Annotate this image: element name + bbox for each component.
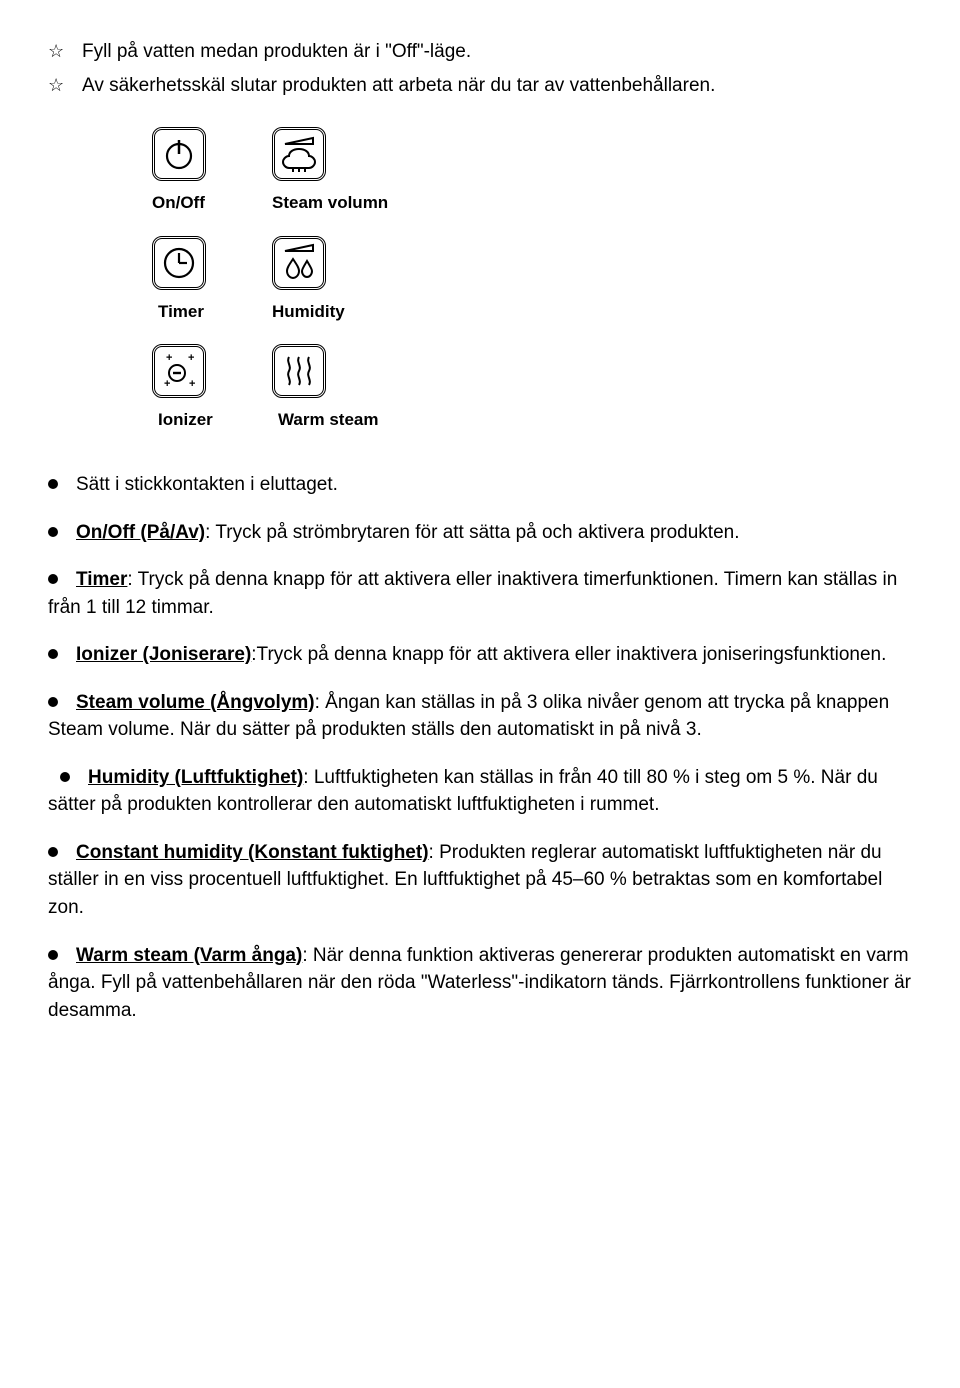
list-item: On/Off (På/Av): Tryck på strömbrytaren f…	[48, 519, 912, 547]
svg-text:+: +	[166, 352, 172, 364]
item-bold: Constant humidity (Konstant fuktighet)	[76, 842, 429, 863]
item-bold: Timer	[76, 569, 127, 590]
bullet-icon	[48, 649, 58, 659]
ionizer-icon: + + + +	[152, 344, 206, 398]
power-icon	[152, 127, 206, 181]
item-bold: Steam volume (Ångvolym)	[76, 692, 315, 713]
svg-text:+: +	[164, 378, 170, 390]
icon-label: Warm steam	[278, 408, 392, 433]
list-item: Steam volume (Ångvolym): Ångan kan ställ…	[48, 689, 912, 744]
list-item: Ionizer (Joniserare):Tryck på denna knap…	[48, 641, 912, 669]
svg-text:+: +	[189, 378, 195, 390]
bullet-icon	[48, 950, 58, 960]
bullet-icon	[48, 479, 58, 489]
item-text: : Tryck på denna knapp för att aktivera …	[48, 569, 897, 618]
icon-label: Timer	[158, 300, 272, 325]
warm-steam-icon	[272, 344, 326, 398]
button-icon-grid: On/Off Steam volumn Timer Humidity	[152, 127, 912, 447]
svg-text:+: +	[188, 352, 194, 364]
list-item: Sätt i stickkontakten i eluttaget.	[48, 471, 912, 499]
list-item: Timer: Tryck på denna knapp för att akti…	[48, 566, 912, 621]
list-item: Warm steam (Varm ånga): När denna funkti…	[48, 942, 912, 1025]
steam-volume-icon	[272, 127, 326, 181]
item-text: Sätt i stickkontakten i eluttaget.	[76, 474, 338, 495]
bullet-icon	[48, 697, 58, 707]
item-bold: Humidity (Luftfuktighet)	[88, 767, 303, 788]
icon-label: Ionizer	[158, 408, 272, 433]
icon-label: On/Off	[152, 191, 272, 216]
star-text: Fyll på vatten medan produkten är i "Off…	[82, 38, 912, 66]
star-text: Av säkerhetsskäl slutar produkten att ar…	[82, 72, 912, 100]
bullet-icon	[60, 772, 70, 782]
timer-icon	[152, 236, 206, 290]
icon-label: Humidity	[272, 300, 392, 325]
humidity-icon	[272, 236, 326, 290]
star-bullet: ☆	[48, 38, 82, 66]
bullet-icon	[48, 574, 58, 584]
star-item: ☆ Fyll på vatten medan produkten är i "O…	[48, 38, 912, 66]
star-bullet: ☆	[48, 72, 82, 100]
bullet-icon	[48, 847, 58, 857]
item-bold: Warm steam (Varm ånga)	[76, 945, 302, 966]
list-item: Humidity (Luftfuktighet): Luftfuktighete…	[48, 764, 912, 819]
bullet-icon	[48, 527, 58, 537]
item-text: : Tryck på strömbrytaren för att sätta p…	[205, 522, 739, 543]
icon-label: Steam volumn	[272, 191, 392, 216]
star-item: ☆ Av säkerhetsskäl slutar produkten att …	[48, 72, 912, 100]
item-bold: Ionizer (Joniserare)	[76, 644, 251, 665]
list-item: Constant humidity (Konstant fuktighet): …	[48, 839, 912, 922]
item-text: :Tryck på denna knapp för att aktivera e…	[251, 644, 886, 665]
item-bold: On/Off (På/Av)	[76, 522, 205, 543]
